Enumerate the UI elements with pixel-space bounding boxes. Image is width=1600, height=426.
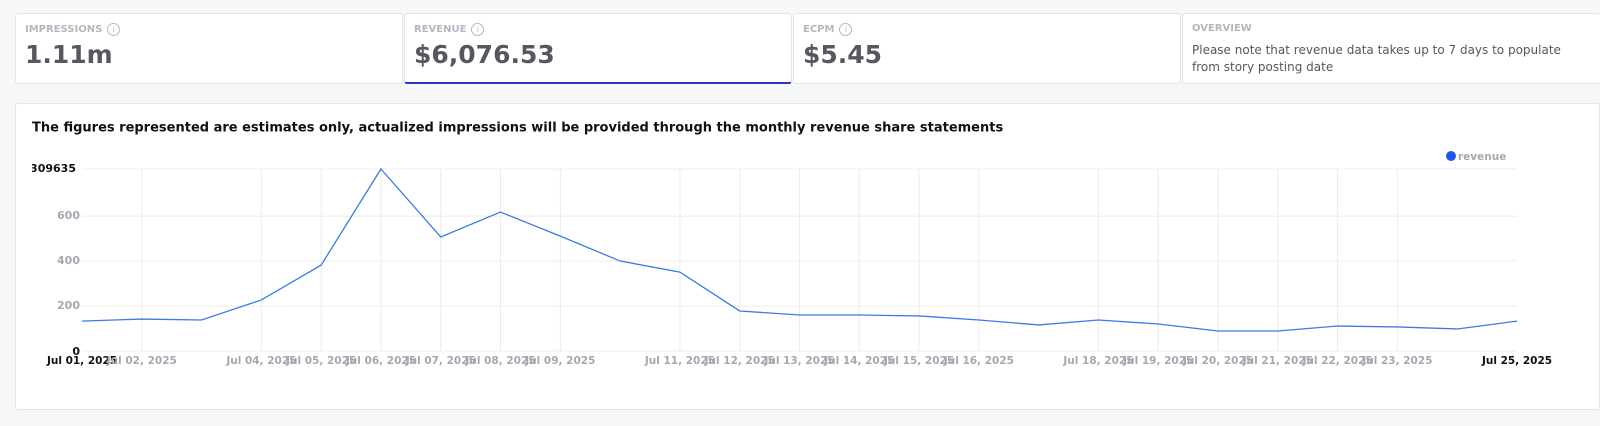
x-tick-label: Jul 15, 2025 <box>883 355 954 367</box>
x-tick-label: Jul 02, 2025 <box>106 355 177 367</box>
y-tick-label: 600 <box>57 209 80 222</box>
card-value: $5.45 <box>803 40 883 69</box>
y-tick-label: 400 <box>57 254 80 267</box>
x-tick-label: Jul 11, 2025 <box>644 355 715 367</box>
legend-label: revenue <box>1458 151 1506 163</box>
y-tick-label: 200 <box>57 299 80 312</box>
impressions-card: IMPRESSIONS i 1.11m <box>15 13 403 84</box>
x-tick-label: Jul 23, 2025 <box>1361 355 1432 367</box>
chart-title: The figures represented are estimates on… <box>32 121 1003 136</box>
x-tick-label: Jul 04, 2025 <box>225 355 296 367</box>
card-label: OVERVIEW <box>1192 23 1252 34</box>
overview-text: Please note that revenue data takes up t… <box>1192 43 1561 74</box>
overview-card: OVERVIEW Please note that revenue data t… <box>1182 13 1600 84</box>
chart-card <box>15 103 1600 410</box>
ecpm-card: ECPM i $5.45 <box>793 13 1181 84</box>
x-tick-label: Jul 01, 2025 <box>46 355 117 367</box>
x-tick-label: Jul 21, 2025 <box>1242 355 1313 367</box>
info-icon[interactable]: i <box>839 23 853 36</box>
y-tick-label: 809.309635 <box>3 162 76 175</box>
x-tick-label: Jul 09, 2025 <box>524 355 595 367</box>
x-tick-label: Jul 08, 2025 <box>464 355 535 367</box>
x-tick-label: Jul 20, 2025 <box>1182 355 1253 367</box>
x-tick-label: Jul 07, 2025 <box>405 355 476 367</box>
card-value: 1.11m <box>25 40 113 69</box>
revenue-card[interactable]: REVENUE i $6,076.53 <box>404 13 792 84</box>
x-tick-label: Jul 16, 2025 <box>943 355 1014 367</box>
x-tick-label: Jul 05, 2025 <box>285 355 356 367</box>
info-icon[interactable]: i <box>107 23 121 36</box>
y-tick-label: 0 <box>72 345 80 358</box>
card-value: $6,076.53 <box>414 40 555 69</box>
x-tick-label: Jul 06, 2025 <box>345 355 416 367</box>
x-tick-label: Jul 18, 2025 <box>1062 355 1133 367</box>
x-tick-label: Jul 19, 2025 <box>1122 355 1193 367</box>
x-tick-label: Jul 25, 2025 <box>1481 355 1552 367</box>
info-icon[interactable]: i <box>471 23 485 36</box>
card-label: REVENUE <box>414 24 467 35</box>
x-tick-label: Jul 22, 2025 <box>1302 355 1373 367</box>
card-label: IMPRESSIONS <box>25 24 103 35</box>
line <box>81 167 1518 332</box>
x-tick-label: Jul 12, 2025 <box>704 355 775 367</box>
x-tick-label: Jul 14, 2025 <box>823 355 894 367</box>
legend-marker <box>1446 151 1456 161</box>
x-tick-label: Jul 13, 2025 <box>763 355 834 367</box>
card-label: ECPM <box>803 24 835 35</box>
